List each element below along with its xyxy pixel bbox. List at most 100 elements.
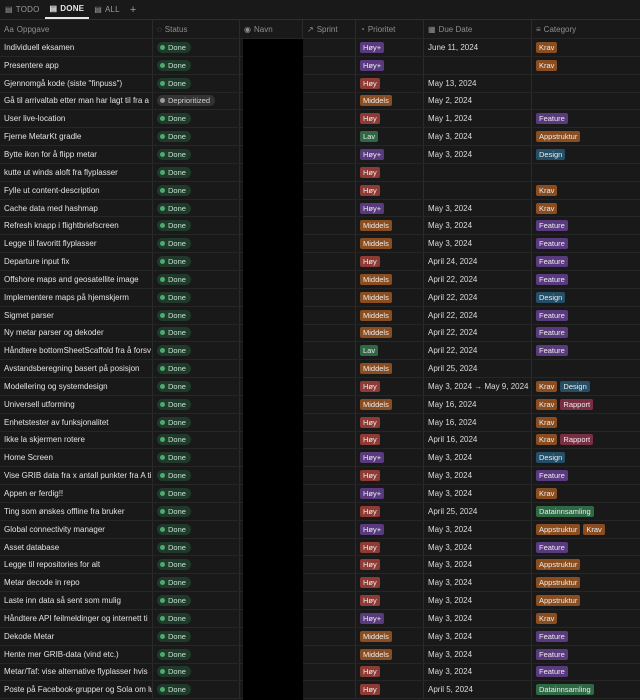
status-cell[interactable]: Done bbox=[153, 342, 240, 360]
table-row[interactable]: Poste på Facebook-grupper og Sola om luk… bbox=[0, 681, 640, 700]
status-cell[interactable]: Done bbox=[153, 395, 240, 413]
sprint-cell[interactable] bbox=[303, 253, 356, 270]
priority-cell[interactable]: Høy+ bbox=[356, 199, 424, 217]
table-row[interactable]: Sigmet parser Done Middels April 22, 2024 Fe… bbox=[0, 306, 640, 325]
task-cell[interactable]: Appen er ferdig!! bbox=[0, 485, 153, 502]
task-cell[interactable]: Vise GRIB data fra x antall punkter fra … bbox=[0, 467, 153, 485]
table-row[interactable]: Metar/Taf: vise alternative flyplasser h… bbox=[0, 663, 640, 682]
due-date-cell[interactable]: April 5, 2024 bbox=[424, 681, 532, 699]
due-date-cell[interactable]: May 3, 2024 bbox=[424, 574, 532, 592]
status-cell[interactable]: Done bbox=[153, 663, 240, 681]
task-cell[interactable]: Bytte ikon for å flipp metar bbox=[0, 146, 153, 163]
category-cell[interactable]: Feature bbox=[532, 646, 640, 663]
priority-cell[interactable]: Høy bbox=[356, 181, 424, 199]
table-row[interactable]: Ting som ønskes offline fra bruker Done Hø… bbox=[0, 502, 640, 521]
sprint-cell[interactable] bbox=[303, 199, 356, 217]
status-cell[interactable]: Done bbox=[153, 485, 240, 502]
status-cell[interactable]: Done bbox=[153, 181, 240, 199]
category-cell[interactable]: Krav Rapport bbox=[532, 432, 640, 449]
priority-cell[interactable]: Middels bbox=[356, 395, 424, 413]
task-cell[interactable]: Universell utforming bbox=[0, 395, 153, 413]
table-row[interactable]: Ny metar parser og dekoder Done Middels Apr… bbox=[0, 324, 640, 343]
priority-cell[interactable]: Høy bbox=[356, 592, 424, 609]
status-cell[interactable]: Done bbox=[153, 520, 240, 538]
table-row[interactable]: Presentere app Done Høy+ Krav bbox=[0, 56, 640, 75]
tab-todo[interactable]: ▤ TODO bbox=[0, 0, 45, 19]
due-date-cell[interactable]: May 2, 2024 bbox=[424, 92, 532, 110]
header-oppgave[interactable]: Aa Oppgave bbox=[0, 20, 153, 38]
sprint-cell[interactable] bbox=[303, 110, 356, 128]
status-cell[interactable]: Done bbox=[153, 128, 240, 146]
due-date-cell[interactable]: May 16, 2024 bbox=[424, 413, 532, 431]
task-cell[interactable]: Gjennomgå kode (siste "finpuss") bbox=[0, 74, 153, 92]
due-date-cell[interactable]: April 25, 2024 bbox=[424, 360, 532, 378]
status-cell[interactable]: Done bbox=[153, 467, 240, 485]
sprint-cell[interactable] bbox=[303, 610, 356, 627]
due-date-cell[interactable]: April 22, 2024 bbox=[424, 306, 532, 324]
due-date-cell[interactable]: May 3, 2024 bbox=[424, 146, 532, 163]
category-cell[interactable]: Appstruktur Krav bbox=[532, 521, 640, 538]
sprint-cell[interactable] bbox=[303, 235, 356, 253]
task-cell[interactable]: Global connectivity manager bbox=[0, 520, 153, 538]
priority-cell[interactable]: Høy bbox=[356, 556, 424, 574]
task-cell[interactable]: Home Screen bbox=[0, 449, 153, 467]
table-row[interactable]: Håndtere bottomSheetScaffold fra å forsv… bbox=[0, 342, 640, 361]
priority-cell[interactable]: Høy bbox=[356, 253, 424, 270]
priority-cell[interactable]: Høy bbox=[356, 431, 424, 449]
priority-cell[interactable]: Høy+ bbox=[356, 449, 424, 467]
task-cell[interactable]: Asset database bbox=[0, 538, 153, 556]
task-cell[interactable]: Individuell eksamen bbox=[0, 39, 153, 56]
priority-cell[interactable]: Høy bbox=[356, 467, 424, 485]
task-cell[interactable]: Håndtere API feilmeldinger og internett … bbox=[0, 610, 153, 627]
status-cell[interactable]: Done bbox=[153, 235, 240, 253]
category-cell[interactable] bbox=[532, 93, 640, 110]
table-row[interactable]: Håndtere API feilmeldinger og internett … bbox=[0, 610, 640, 628]
status-cell[interactable]: Done bbox=[153, 253, 240, 270]
status-cell[interactable]: Done bbox=[153, 449, 240, 467]
status-cell[interactable]: Done bbox=[153, 56, 240, 74]
priority-cell[interactable]: Middels bbox=[356, 324, 424, 342]
status-cell[interactable]: Done bbox=[153, 199, 240, 217]
table-row[interactable]: Implementere maps på hjemskjerm Done Midde… bbox=[0, 288, 640, 307]
category-cell[interactable]: Design bbox=[532, 449, 640, 466]
category-cell[interactable]: Krav bbox=[532, 200, 640, 217]
table-row[interactable]: Ikke la skjermen rotere Done Høy April 16, … bbox=[0, 431, 640, 450]
priority-cell[interactable]: Høy bbox=[356, 538, 424, 556]
sprint-cell[interactable] bbox=[303, 378, 356, 395]
category-cell[interactable]: Feature bbox=[532, 664, 640, 681]
category-cell[interactable]: Feature bbox=[532, 628, 640, 645]
sprint-cell[interactable] bbox=[303, 360, 356, 378]
sprint-cell[interactable] bbox=[303, 163, 356, 181]
status-cell[interactable]: Done bbox=[153, 378, 240, 395]
due-date-cell[interactable]: May 3, 2024 bbox=[424, 485, 532, 502]
category-cell[interactable]: Krav bbox=[532, 182, 640, 199]
task-cell[interactable]: Ting som ønskes offline fra bruker bbox=[0, 502, 153, 520]
category-cell[interactable]: Krav Rapport bbox=[532, 396, 640, 413]
table-row[interactable]: Gjennomgå kode (siste "finpuss") Done Høy M… bbox=[0, 74, 640, 93]
table-row[interactable]: kutte ut winds aloft fra flyplasser Done H… bbox=[0, 163, 640, 182]
status-cell[interactable]: Done bbox=[153, 163, 240, 181]
category-cell[interactable]: Krav bbox=[532, 57, 640, 74]
priority-cell[interactable]: Lav bbox=[356, 128, 424, 146]
due-date-cell[interactable]: May 13, 2024 bbox=[424, 74, 532, 92]
category-cell[interactable]: Krav bbox=[532, 39, 640, 56]
task-cell[interactable]: Implementere maps på hjemskjerm bbox=[0, 288, 153, 306]
sprint-cell[interactable] bbox=[303, 449, 356, 467]
due-date-cell[interactable]: May 3, 2024 bbox=[424, 128, 532, 146]
due-date-cell[interactable]: May 16, 2024 bbox=[424, 395, 532, 413]
due-date-cell[interactable]: May 3, 2024 bbox=[424, 520, 532, 538]
table-row[interactable]: Enhetstester av funksjonalitet Done Høy May… bbox=[0, 413, 640, 432]
priority-cell[interactable]: Høy+ bbox=[356, 56, 424, 74]
category-cell[interactable]: Datainnsamling bbox=[532, 503, 640, 520]
header-category[interactable]: ≡ Category bbox=[532, 20, 640, 38]
task-cell[interactable]: Legge til favoritt flyplasser bbox=[0, 235, 153, 253]
table-row[interactable]: Hente mer GRIB-data (vind etc.) Done Midde… bbox=[0, 645, 640, 664]
due-date-cell[interactable] bbox=[424, 56, 532, 74]
due-date-cell[interactable]: May 3, 2024 → May 9, 2024 bbox=[424, 378, 532, 395]
category-cell[interactable]: Krav Design bbox=[532, 378, 640, 395]
category-cell[interactable]: Feature bbox=[532, 253, 640, 270]
sprint-cell[interactable] bbox=[303, 627, 356, 645]
status-cell[interactable]: Done bbox=[153, 146, 240, 163]
status-cell[interactable]: Done bbox=[153, 413, 240, 431]
category-cell[interactable]: Feature bbox=[532, 235, 640, 252]
